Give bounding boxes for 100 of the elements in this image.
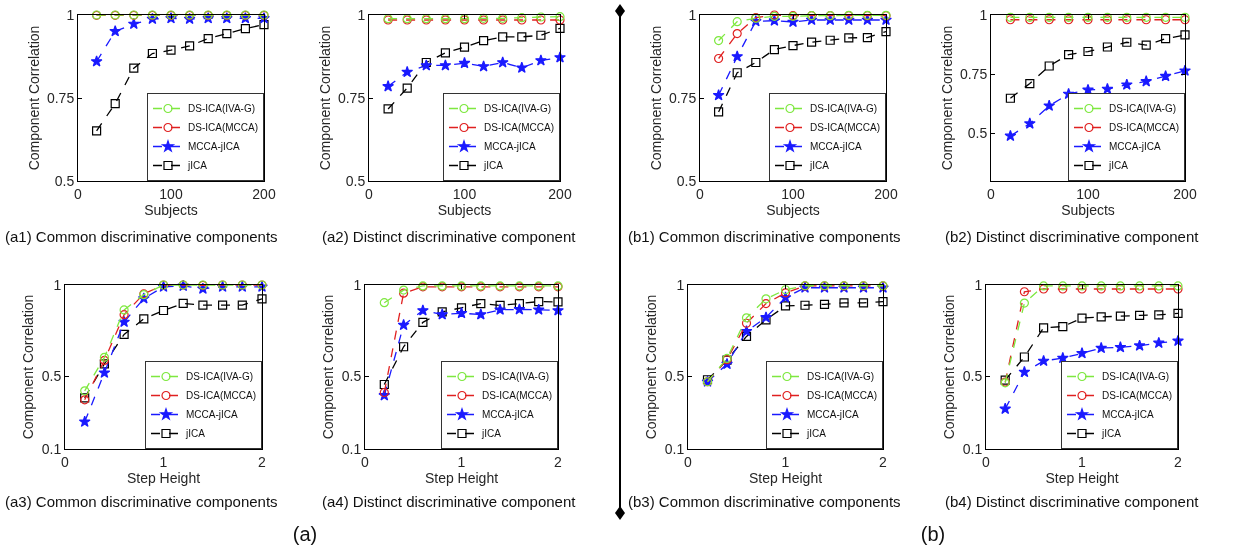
y-tick-label: 0.75 [959,66,988,83]
x-axis-title: Subjects [437,201,492,218]
y-axis-title: Component Correlation [320,294,337,440]
x-tick-label: 0 [74,185,83,202]
legend-label: jICA [481,428,502,440]
y-tick-label: 0.1 [664,440,685,457]
x-tick-label: 0 [982,453,991,470]
y-tick-label: 1 [974,276,983,293]
x-tick-label: 0 [684,453,693,470]
x-axis-title: Subjects [144,201,198,218]
x-tick-label: 2 [554,453,563,470]
legend-label: MCCA-jICA [186,409,238,421]
legend-label: MCCA-jICA [807,409,859,421]
legend-label: DS-ICA(MCCA) [186,390,256,402]
x-tick-label: 2 [1174,453,1183,470]
legend-label: MCCA-jICA [188,141,240,153]
text: (b) [920,523,946,546]
legend-label: MCCA-jICA [1102,409,1154,421]
legend-label: jICA [1108,160,1129,172]
x-tick-label: 0 [987,185,996,202]
legend-label: DS-ICA(MCCA) [1109,122,1179,134]
y-tick-label: 0.5 [676,172,697,189]
x-axis-title: Subjects [766,201,820,218]
legend-label: jICA [187,160,208,172]
legend-label: DS-ICA(IVA-G) [810,103,878,115]
legend-label: DS-ICA(MCCA) [188,122,258,134]
legend-label: DS-ICA(MCCA) [807,390,877,402]
legend-label: DS-ICA(IVA-G) [807,371,875,383]
x-tick-label: 100 [159,185,183,202]
x-tick-label: 1 [457,453,466,470]
legend-label: DS-ICA(MCCA) [1102,390,1172,402]
legend-label: DS-ICA(IVA-G) [186,371,254,383]
x-tick-label: 200 [548,185,572,202]
text: (b2) Distinct discriminative component [945,228,1199,245]
y-tick-label: 1 [676,276,685,293]
x-tick-label: 1 [1078,453,1087,470]
y-tick-label: 0.5 [345,172,366,189]
y-tick-label: 1 [353,276,362,293]
legend-label: DS-ICA(MCCA) [484,122,554,134]
x-tick-label: 100 [1076,185,1100,202]
y-tick-label: 1 [66,6,75,23]
y-tick-label: 0.75 [46,89,75,106]
x-tick-label: 0 [696,185,705,202]
legend-label: MCCA-jICA [482,409,534,421]
y-tick-label: 1 [979,6,988,23]
y-tick-label: 1 [53,276,62,293]
y-axis-title: Component Correlation [647,25,664,171]
y-tick-label: 0.1 [341,440,362,457]
x-tick-label: 200 [874,185,898,202]
x-tick-label: 200 [252,185,276,202]
x-tick-label: 1 [159,453,168,470]
legend-label: DS-ICA(MCCA) [482,390,552,402]
legend-label: DS-ICA(IVA-G) [1102,371,1170,383]
x-tick-label: 0 [365,185,374,202]
y-axis-title: Component Correlation [938,25,955,171]
x-tick-label: 1 [781,453,790,470]
legend-label: jICA [483,160,504,172]
text: (a2) Distinct discriminative component [322,228,576,245]
y-tick-label: 0.1 [41,440,62,457]
text: (a4) Distinct discriminative component [322,493,576,510]
y-tick-label: 0.5 [967,125,988,142]
x-tick-label: 2 [879,453,888,470]
y-tick-label: 1 [688,6,697,23]
y-tick-label: 0.5 [54,172,75,189]
y-axis-title: Component Correlation [25,25,42,171]
y-tick-label: 0.5 [341,368,362,385]
x-axis-title: Step Height [1045,469,1119,486]
y-axis-title: Component Correlation [316,25,333,171]
x-axis-title: Step Height [126,469,201,486]
legend-label: jICA [809,160,830,172]
x-axis-title: Step Height [748,469,823,486]
x-tick-label: 2 [258,453,267,470]
legend-label: jICA [185,428,206,440]
legend-label: DS-ICA(IVA-G) [482,371,550,383]
x-axis-title: Subjects [1061,201,1115,218]
legend-label: DS-ICA(IVA-G) [1109,103,1177,115]
x-tick-label: 100 [452,185,477,202]
x-tick-label: 200 [1173,185,1197,202]
legend-label: DS-ICA(MCCA) [810,122,880,134]
text: (b1) Common discriminative components [628,228,901,245]
legend-label: MCCA-jICA [484,141,536,153]
x-axis-title: Step Height [424,469,499,486]
x-tick-label: 100 [781,185,805,202]
y-tick-label: 0.5 [41,368,62,385]
y-tick-label: 1 [357,6,366,23]
text: (a) [292,523,318,546]
y-tick-label: 0.1 [962,440,983,457]
y-axis-title: Component Correlation [20,294,37,440]
x-tick-label: 0 [61,453,70,470]
legend-label: DS-ICA(IVA-G) [188,103,256,115]
y-tick-label: 0.5 [664,368,685,385]
text: (b4) Distinct discriminative component [945,493,1199,510]
y-tick-label: 0.75 [668,89,697,106]
legend-label: MCCA-jICA [810,141,862,153]
text: (b3) Common discriminative components [628,493,901,510]
legend-label: MCCA-jICA [1109,141,1161,153]
y-axis-title: Component Correlation [941,294,958,440]
legend-label: DS-ICA(IVA-G) [484,103,552,115]
y-tick-label: 0.5 [962,368,983,385]
x-tick-label: 0 [361,453,370,470]
